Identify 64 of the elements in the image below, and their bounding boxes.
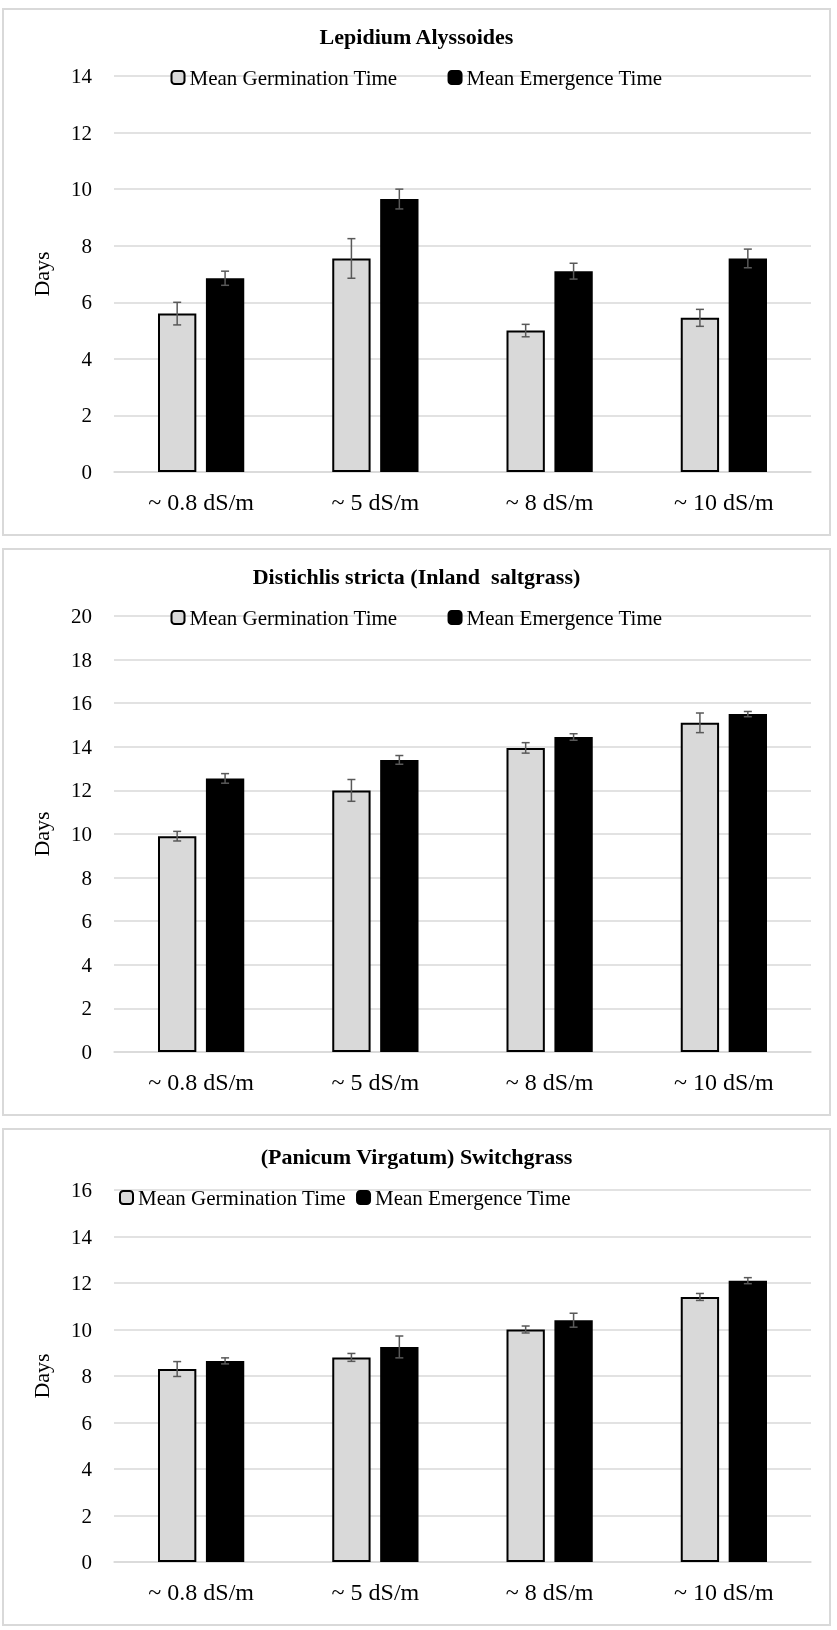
y-tick-label: 12 xyxy=(71,778,92,803)
y-tick-label: 2 xyxy=(81,1503,92,1528)
y-tick-label: 10 xyxy=(71,177,92,202)
y-tick-label: 12 xyxy=(71,1271,92,1295)
y-tick-label: 16 xyxy=(71,1178,92,1202)
x-tick-label: ~ 10 dS/m xyxy=(674,489,775,515)
y-axis-title: Days xyxy=(28,1353,54,1399)
bar xyxy=(728,714,767,1052)
bar xyxy=(554,1320,593,1562)
bar xyxy=(728,1280,767,1562)
y-tick-label: 2 xyxy=(81,996,92,1021)
y-tick-label: 14 xyxy=(71,734,93,759)
bar xyxy=(205,278,245,472)
bar xyxy=(554,736,593,1052)
y-tick-label: 20 xyxy=(71,604,92,628)
bar xyxy=(205,1360,245,1562)
x-tick-label: ~ 8 dS/m xyxy=(505,1069,594,1095)
legend-label: Mean Emergence Time xyxy=(375,1185,571,1210)
y-tick-label: 4 xyxy=(81,1457,93,1481)
y-tick-label: 8 xyxy=(81,1364,92,1388)
legend-label: Mean Germination Time xyxy=(189,605,398,630)
y-tick-label: 14 xyxy=(71,64,93,88)
x-tick-label: ~ 5 dS/m xyxy=(331,489,420,515)
y-tick-label: 4 xyxy=(81,952,93,977)
legend-label: Mean Emergence Time xyxy=(466,605,663,630)
y-tick-label: 16 xyxy=(71,691,92,716)
y-tick-label: 4 xyxy=(81,346,93,371)
y-tick-label: 2 xyxy=(81,403,92,428)
chart-title: Distichlis stricta (Inland saltgrass) xyxy=(252,563,581,589)
bar xyxy=(205,778,245,1052)
bar xyxy=(728,258,767,472)
y-tick-label: 18 xyxy=(71,647,92,672)
y-tick-label: 12 xyxy=(71,120,92,145)
y-tick-label: 10 xyxy=(71,822,92,846)
bar xyxy=(380,1346,419,1562)
y-tick-label: 14 xyxy=(71,1224,93,1249)
y-tick-label: 0 xyxy=(81,460,92,484)
bar xyxy=(554,271,593,472)
x-tick-label: ~ 10 dS/m xyxy=(674,1579,775,1605)
y-tick-label: 8 xyxy=(81,233,92,258)
legend-label: Mean Emergence Time xyxy=(466,65,663,90)
chart-title: Lepidium Alyssoides xyxy=(319,23,514,49)
y-tick-label: 6 xyxy=(81,290,92,315)
x-tick-label: ~ 8 dS/m xyxy=(505,489,594,515)
legend-label: Mean Germination Time xyxy=(189,65,398,90)
y-axis-title: Days xyxy=(28,251,54,297)
x-tick-label: ~ 0.8 dS/m xyxy=(148,1579,255,1605)
x-tick-label: ~ 8 dS/m xyxy=(505,1579,594,1605)
y-tick-label: 8 xyxy=(81,865,92,890)
x-tick-label: ~ 0.8 dS/m xyxy=(148,489,255,515)
y-axis-title: Days xyxy=(28,811,54,857)
y-tick-label: 6 xyxy=(81,1410,92,1435)
y-tick-label: 6 xyxy=(81,909,92,934)
x-tick-label: ~ 5 dS/m xyxy=(331,1579,420,1605)
chart-title: (Panicum Virgatum) Switchgrass xyxy=(260,1143,573,1169)
y-tick-label: 10 xyxy=(71,1317,92,1342)
bar xyxy=(380,759,419,1052)
x-tick-label: ~ 5 dS/m xyxy=(331,1069,420,1095)
legend-label: Mean Germination Time xyxy=(138,1185,346,1210)
bar xyxy=(380,199,419,472)
y-tick-label: 0 xyxy=(81,1040,92,1064)
x-tick-label: ~ 0.8 dS/m xyxy=(148,1069,255,1095)
x-tick-label: ~ 10 dS/m xyxy=(674,1069,775,1095)
y-tick-label: 0 xyxy=(81,1550,92,1574)
